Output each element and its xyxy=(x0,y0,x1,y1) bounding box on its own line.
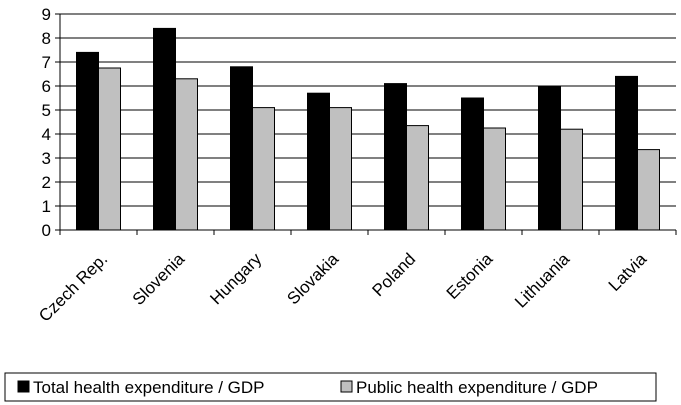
bar-total xyxy=(307,92,330,231)
x-category-label: Latvia xyxy=(605,249,651,295)
bar-total xyxy=(76,51,99,231)
y-tick-label: 0 xyxy=(42,221,51,240)
bar-public xyxy=(637,149,660,231)
legend-label-public: Public health expenditure / GDP xyxy=(356,378,598,397)
legend-label-total: Total health expenditure / GDP xyxy=(33,378,265,397)
bar-public xyxy=(175,78,198,231)
x-category-label: Hungary xyxy=(206,249,265,308)
legend-swatch-total xyxy=(17,380,30,393)
legend-swatch-public xyxy=(340,380,353,393)
x-axis: Czech Rep. Slovenia Hungary Slovakia Poland E… xyxy=(35,229,677,326)
y-tick-label: 4 xyxy=(42,125,51,144)
y-tick-label: 8 xyxy=(42,29,51,48)
x-category-label: Estonia xyxy=(443,249,497,303)
y-axis: 0 1 2 3 4 5 6 7 8 9 xyxy=(42,5,61,240)
bar-public xyxy=(252,107,275,231)
bar-total xyxy=(230,66,253,231)
gridlines xyxy=(60,13,676,207)
legend: Total health expenditure / GDP Public he… xyxy=(4,372,657,402)
bars xyxy=(76,27,660,231)
bar-total xyxy=(384,83,407,231)
bar-total xyxy=(461,97,484,231)
bar-total xyxy=(153,27,176,231)
bar-public xyxy=(483,127,506,231)
x-category-label: Poland xyxy=(368,249,419,300)
bar-public xyxy=(560,128,583,231)
x-category-label: Slovenia xyxy=(129,249,189,309)
x-category-label: Slovakia xyxy=(283,249,342,308)
legend-box xyxy=(4,372,657,402)
bar-public xyxy=(98,67,121,231)
bar-total xyxy=(615,75,638,231)
y-tick-label: 2 xyxy=(42,173,51,192)
y-tick-label: 5 xyxy=(42,101,51,120)
x-category-label: Czech Rep. xyxy=(35,249,111,325)
y-tick-label: 1 xyxy=(42,197,51,216)
y-tick-label: 3 xyxy=(42,149,51,168)
y-tick-label: 9 xyxy=(42,5,51,24)
bar-public xyxy=(329,107,352,231)
bar-public xyxy=(406,125,429,231)
bar-total xyxy=(538,85,561,231)
x-category-label: Lithuania xyxy=(511,249,574,312)
y-tick-label: 7 xyxy=(42,53,51,72)
y-tick-label: 6 xyxy=(42,77,51,96)
